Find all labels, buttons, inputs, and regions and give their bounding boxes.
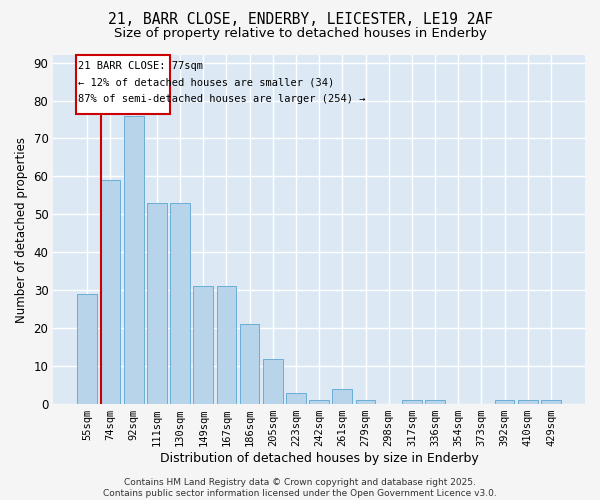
Bar	[76, 55, 170, 114]
Text: 21 BARR CLOSE: 77sqm: 21 BARR CLOSE: 77sqm	[78, 60, 203, 70]
Bar	[217, 286, 236, 404]
Bar	[170, 203, 190, 404]
Bar	[356, 400, 376, 404]
Text: 87% of semi-detached houses are larger (254) →: 87% of semi-detached houses are larger (…	[78, 94, 365, 104]
Bar	[286, 392, 306, 404]
Bar	[77, 294, 97, 404]
Bar	[193, 286, 213, 404]
X-axis label: Distribution of detached houses by size in Enderby: Distribution of detached houses by size …	[160, 452, 479, 465]
Bar	[309, 400, 329, 404]
Bar	[147, 203, 167, 404]
Bar	[495, 400, 514, 404]
Bar	[402, 400, 422, 404]
Text: Size of property relative to detached houses in Enderby: Size of property relative to detached ho…	[113, 28, 487, 40]
Bar	[425, 400, 445, 404]
Bar	[332, 389, 352, 404]
Text: ← 12% of detached houses are smaller (34): ← 12% of detached houses are smaller (34…	[78, 78, 334, 88]
Y-axis label: Number of detached properties: Number of detached properties	[15, 136, 28, 322]
Text: 21, BARR CLOSE, ENDERBY, LEICESTER, LE19 2AF: 21, BARR CLOSE, ENDERBY, LEICESTER, LE19…	[107, 12, 493, 28]
Bar	[263, 358, 283, 404]
Bar	[541, 400, 561, 404]
Bar	[101, 180, 121, 404]
Bar	[124, 116, 143, 404]
Text: Contains HM Land Registry data © Crown copyright and database right 2025.
Contai: Contains HM Land Registry data © Crown c…	[103, 478, 497, 498]
Bar	[518, 400, 538, 404]
Bar	[240, 324, 259, 404]
